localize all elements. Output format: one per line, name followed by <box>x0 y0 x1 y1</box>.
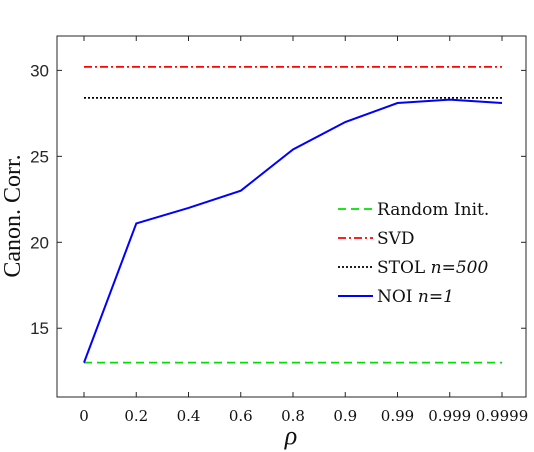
y-axis-label: Canon. Corr. <box>0 154 26 277</box>
x-tick-label: 0.4 <box>177 407 201 425</box>
series-line-noi <box>83 98 503 363</box>
x-axis-label: ρ <box>284 421 297 450</box>
y-tick-label: 20 <box>30 233 49 252</box>
legend-label: NOI n=1 <box>377 287 454 307</box>
legend-label: SVD <box>377 229 415 249</box>
y-tick-label: 15 <box>30 319 49 338</box>
x-tick-label: 0.9 <box>333 407 357 425</box>
x-tick-label: 0.6 <box>229 407 253 425</box>
legend-label: STOL n=500 <box>377 258 488 278</box>
x-tick-label: 0.8 <box>281 407 305 425</box>
legend-label: Random Init. <box>377 200 489 220</box>
x-axis-ticks: 0 0.2 0.4 0.6 0.8 0.9 0.99 0.999 0.9999 <box>79 36 528 425</box>
y-tick-label: 25 <box>30 147 49 166</box>
x-tick-label: 0.9999 <box>476 407 529 425</box>
series-lines <box>83 66 503 364</box>
legend: Random Init. SVD STOL n=500 NOI n=1 <box>338 200 489 307</box>
y-axis-ticks: 15 20 25 30 <box>30 61 526 338</box>
plot-area <box>56 35 527 398</box>
y-tick-label: 30 <box>30 61 49 80</box>
x-tick-label: 0.999 <box>428 407 471 425</box>
x-tick-label: 0 <box>79 407 89 425</box>
x-tick-label: 0.99 <box>381 407 414 425</box>
x-tick-label: 0.2 <box>124 407 148 425</box>
